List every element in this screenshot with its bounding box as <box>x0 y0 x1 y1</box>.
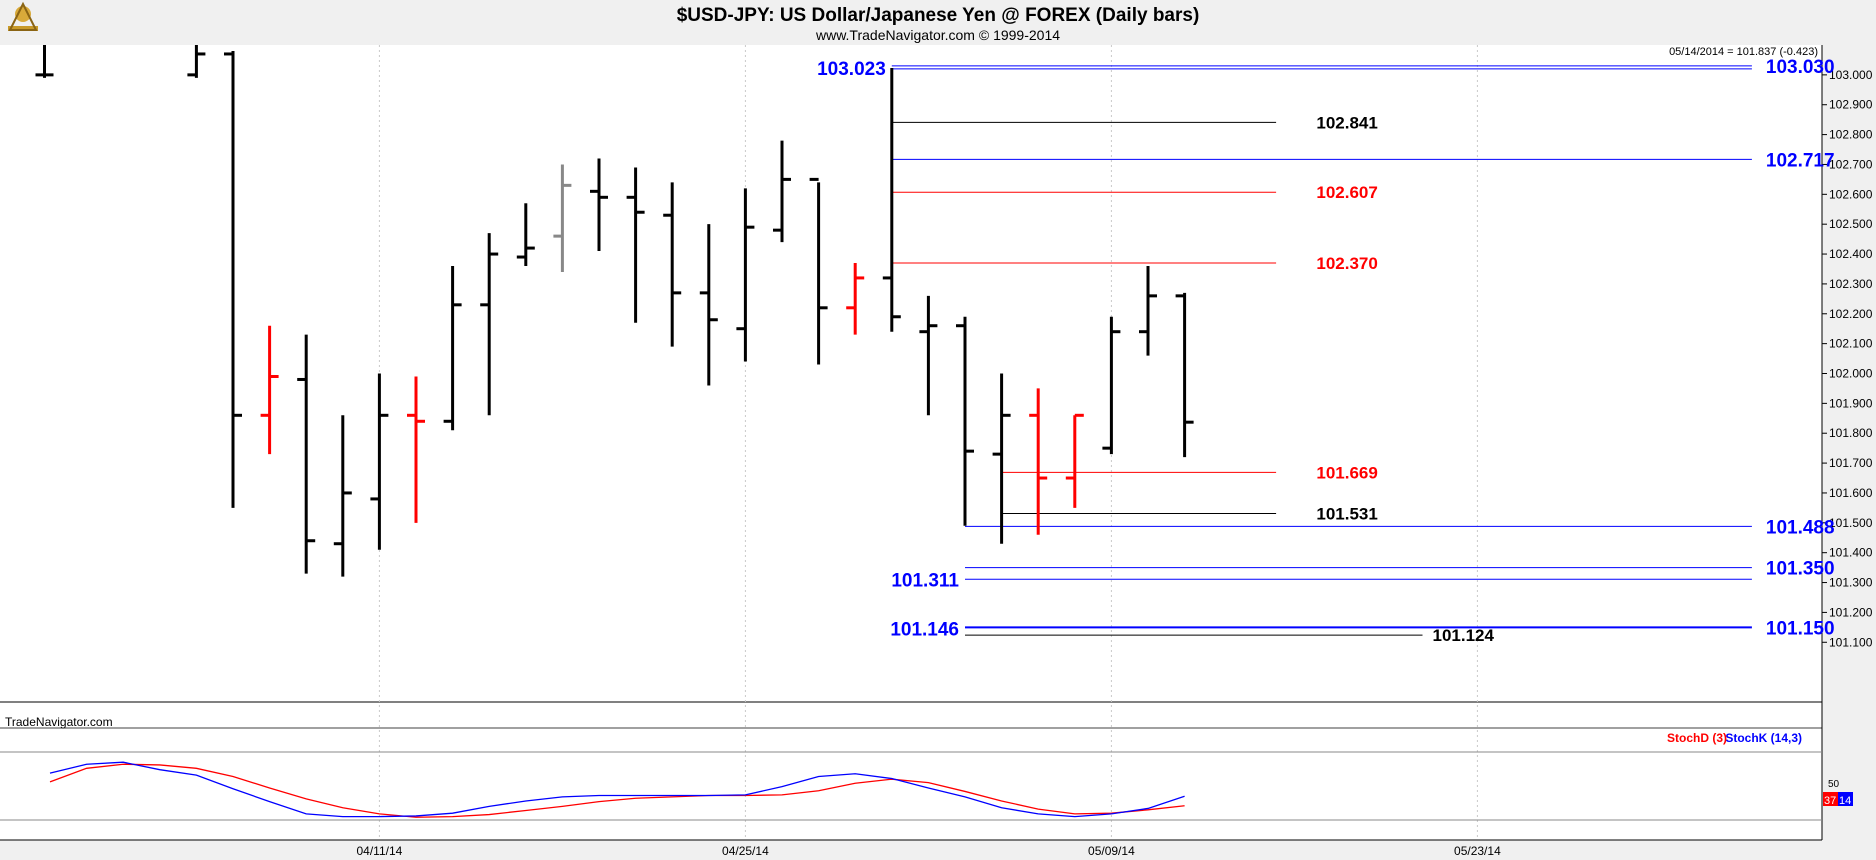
price-tick-label: 101.600 <box>1829 486 1873 500</box>
date-tick-label: 04/25/14 <box>722 844 769 858</box>
level-label: 101.531 <box>1316 505 1377 524</box>
price-tick-label: 101.900 <box>1829 396 1873 410</box>
ohlc-bar <box>809 177 828 365</box>
price-tick-label: 102.100 <box>1829 337 1873 351</box>
level-label: 102.841 <box>1316 113 1377 132</box>
price-tick-label: 101.100 <box>1829 635 1873 649</box>
price-tick-label: 102.000 <box>1829 367 1873 381</box>
price-tick-label: 101.300 <box>1829 576 1873 590</box>
price-axis-ticks: 103.000 102.900 102.800 102.700 102.600 102.5… <box>1822 68 1873 649</box>
ohlc-bar <box>699 224 718 386</box>
chart-subtitle: www.TradeNavigator.com © 1999-2014 <box>815 27 1060 43</box>
price-tick-label: 101.800 <box>1829 426 1873 440</box>
ohlc-bar <box>553 164 572 272</box>
level-label: 102.717 <box>1766 150 1835 171</box>
ohlc-bar <box>1175 292 1194 458</box>
ohlc-bars <box>35 45 1194 577</box>
level-label: 101.350 <box>1766 559 1835 580</box>
stoch-series-line <box>49 761 1185 818</box>
ohlc-bar <box>297 334 316 574</box>
stoch-value-label: 37 <box>1824 795 1836 807</box>
ohlc-bar <box>919 295 938 416</box>
ohlc-bar <box>333 415 352 577</box>
price-tick-label: 102.200 <box>1829 307 1873 321</box>
stoch-value-badge <box>1823 792 1838 806</box>
panel-divider <box>0 702 1822 728</box>
price-axis-panel <box>1822 45 1876 860</box>
gridlines <box>0 45 1822 840</box>
chart-title: $USD-JPY: US Dollar/Japanese Yen @ FOREX… <box>677 5 1200 26</box>
last-value-readout: 05/14/2014 = 101.837 (-0.423) <box>1669 46 1818 58</box>
ohlc-bar <box>516 203 535 266</box>
date-axis-panel <box>0 840 1876 860</box>
ohlc-bar <box>1029 388 1048 535</box>
level-label: 102.370 <box>1316 254 1377 273</box>
level-label: 101.669 <box>1316 463 1377 482</box>
price-tick-label: 102.800 <box>1829 128 1873 142</box>
price-tick-label: 101.500 <box>1829 516 1873 530</box>
logo-icon <box>8 1 38 31</box>
price-tick-label: 101.400 <box>1829 546 1873 560</box>
price-tick-label: 102.900 <box>1829 98 1873 112</box>
ohlc-bar <box>480 233 499 416</box>
date-axis-labels: 04/11/14 04/25/14 05/09/14 05/23/14 <box>356 844 1501 858</box>
ohlc-bar <box>224 50 242 508</box>
ohlc-bar <box>736 188 755 362</box>
price-tick-label: 102.400 <box>1829 247 1873 261</box>
ohlc-bar <box>773 140 791 243</box>
stochastic-panel: StochK (14,3)StochD (3) 50 37 14 <box>49 731 1853 818</box>
ohlc-bar <box>260 325 279 455</box>
ohlc-bar <box>443 265 462 431</box>
level-label: 103.023 <box>817 59 886 80</box>
level-label: 101.146 <box>890 620 959 641</box>
level-label: 101.124 <box>1433 626 1495 645</box>
price-tick-label: 102.500 <box>1829 217 1873 231</box>
ohlc-bar <box>187 45 206 78</box>
stoch-value-badge <box>1838 792 1853 806</box>
price-levels: 103.030 103.023 102.841 102.717 102.607 102.3… <box>817 57 1834 645</box>
stoch-series-line <box>49 763 1185 818</box>
level-label: 101.311 <box>891 570 959 591</box>
ohlc-bar <box>846 263 865 335</box>
ohlc-bar <box>956 316 974 526</box>
ohlc-bar <box>35 45 54 78</box>
price-panel <box>0 45 1822 702</box>
ohlc-bar <box>992 373 1011 544</box>
stoch-legend-item: StochK (14,3) <box>1725 731 1802 745</box>
level-label: 101.488 <box>1766 517 1835 538</box>
ohlc-bar <box>370 373 389 550</box>
level-label: 103.030 <box>1766 57 1835 78</box>
stoch-value-label: 14 <box>1839 795 1851 807</box>
stoch-axis-label: 50 <box>1828 779 1840 790</box>
ohlc-bar <box>1139 265 1157 356</box>
date-tick-label: 05/09/14 <box>1088 844 1135 858</box>
ohlc-bar <box>1102 316 1121 455</box>
price-tick-label: 103.000 <box>1829 68 1873 82</box>
ohlc-bar <box>590 158 608 252</box>
ohlc-bar <box>882 67 901 332</box>
ohlc-bar <box>663 182 682 347</box>
ohlc-bar <box>1065 413 1084 508</box>
header-bar <box>0 0 1876 45</box>
date-tick-label: 05/23/14 <box>1454 844 1501 858</box>
date-tick-label: 04/11/14 <box>356 844 402 858</box>
level-label: 102.607 <box>1316 183 1377 202</box>
price-tick-label: 102.700 <box>1829 157 1873 171</box>
price-tick-label: 102.300 <box>1829 277 1873 291</box>
price-tick-label: 101.200 <box>1829 605 1873 619</box>
ohlc-bar <box>407 376 425 523</box>
stoch-legend-item: StochD (3) <box>1667 731 1727 745</box>
ohlc-bar <box>626 167 645 323</box>
level-label: 101.150 <box>1766 618 1835 639</box>
price-tick-label: 101.700 <box>1829 456 1873 470</box>
watermark-text: TradeNavigator.com <box>5 715 113 729</box>
price-tick-label: 102.600 <box>1829 187 1873 201</box>
